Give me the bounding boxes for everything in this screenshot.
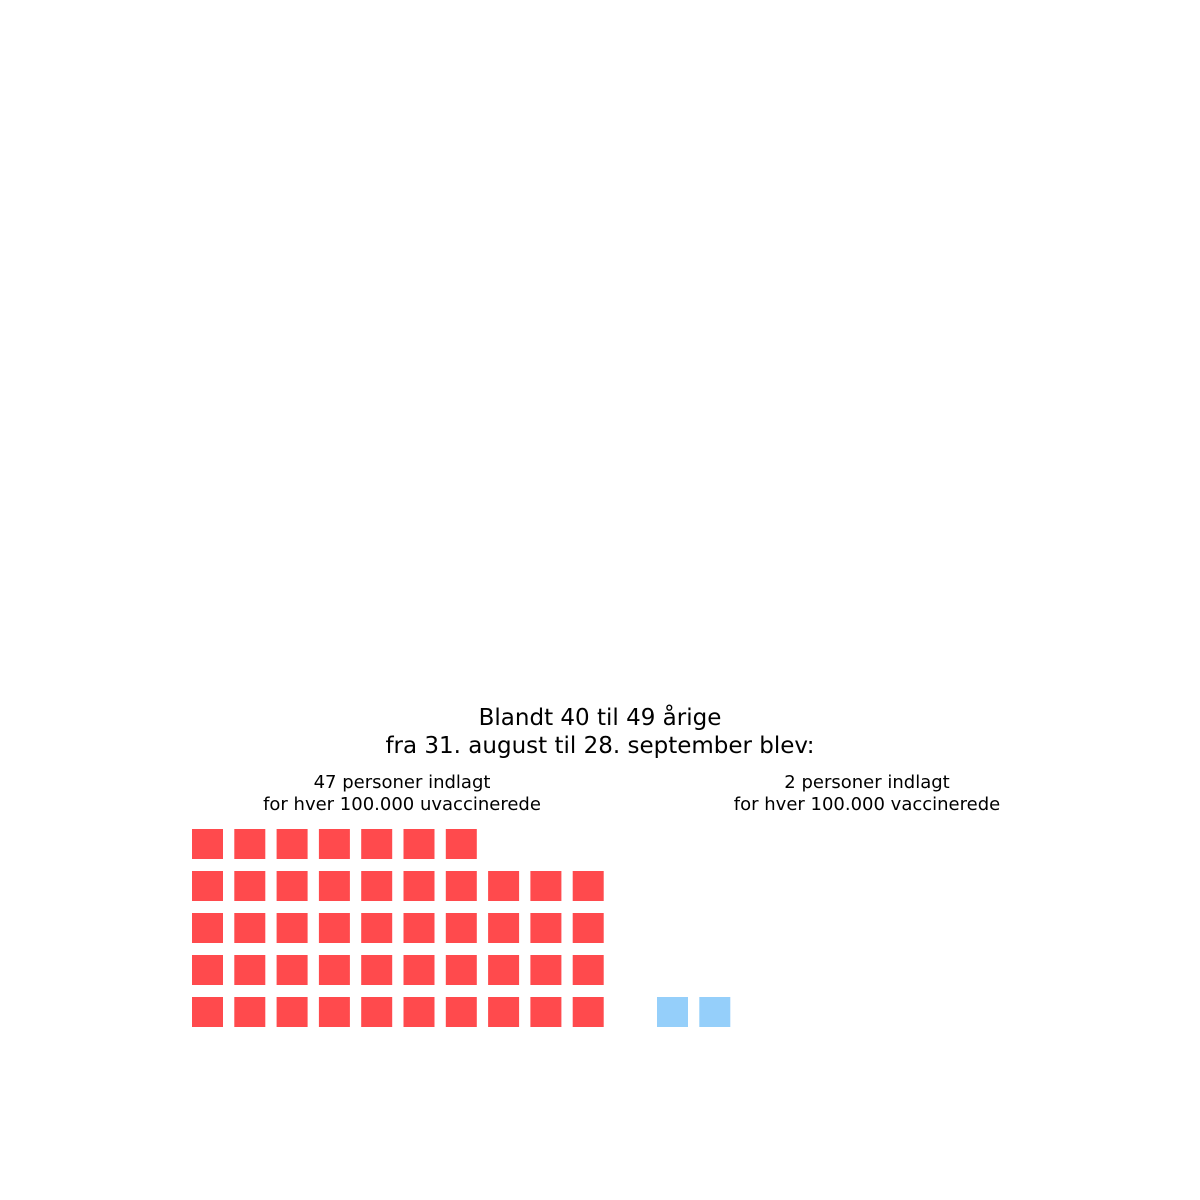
vaccinated-square — [699, 997, 731, 1027]
unvaccinated-square — [318, 871, 350, 901]
unvaccinated-square — [318, 913, 350, 943]
unvaccinated-square — [361, 913, 393, 943]
unvaccinated-square — [234, 955, 266, 985]
unvaccinated-square — [276, 871, 308, 901]
unvaccinated-square — [192, 829, 223, 859]
unvaccinated-square — [318, 997, 350, 1027]
unvaccinated-square — [530, 955, 562, 985]
unvaccinated-square — [445, 871, 477, 901]
chart-title-line-1: Blandt 40 til 49 årige — [478, 705, 722, 731]
unvaccinated-square — [488, 871, 520, 901]
unvaccinated-square — [572, 913, 604, 943]
chart-title-line-2: fra 31. august til 28. september blev: — [385, 733, 815, 759]
unvaccinated-square — [276, 997, 308, 1027]
unvaccinated-square — [403, 997, 435, 1027]
vaccinated-label-line-1: 2 personer indlagt — [784, 772, 950, 793]
unvaccinated-square — [361, 871, 393, 901]
unvaccinated-square — [530, 913, 562, 943]
unvaccinated-square — [403, 829, 435, 859]
unvaccinated-square — [445, 913, 477, 943]
unvaccinated-square — [276, 913, 308, 943]
unvaccinated-square — [488, 913, 520, 943]
unvaccinated-square — [192, 871, 223, 901]
unvaccinated-square — [403, 871, 435, 901]
unvaccinated-square — [318, 955, 350, 985]
vaccinated-label-line-2: for hver 100.000 vaccinerede — [733, 794, 1001, 815]
unvaccinated-square — [530, 871, 562, 901]
unvaccinated-square — [234, 913, 266, 943]
unvaccinated-label-line-1: 47 personer indlagt — [313, 772, 491, 793]
unvaccinated-square — [445, 829, 477, 859]
unvaccinated-square — [276, 955, 308, 985]
unvaccinated-square — [361, 955, 393, 985]
unvaccinated-square — [234, 829, 266, 859]
unvaccinated-square — [234, 871, 266, 901]
unvaccinated-square — [192, 955, 223, 985]
unvaccinated-square — [403, 955, 435, 985]
unvaccinated-square — [361, 829, 393, 859]
unvaccinated-square — [234, 997, 266, 1027]
unvaccinated-square — [488, 955, 520, 985]
unvaccinated-square — [276, 829, 308, 859]
unvaccinated-square — [445, 997, 477, 1027]
unvaccinated-square — [403, 913, 435, 943]
unvaccinated-square — [572, 871, 604, 901]
unvaccinated-label-line-2: for hver 100.000 uvaccinerede — [263, 794, 541, 815]
unvaccinated-square — [361, 997, 393, 1027]
unvaccinated-square — [530, 997, 562, 1027]
unvaccinated-square — [488, 997, 520, 1027]
unvaccinated-square — [572, 997, 604, 1027]
vaccinated-square — [657, 997, 688, 1027]
unvaccinated-square — [572, 955, 604, 985]
unvaccinated-square — [445, 955, 477, 985]
unvaccinated-square — [318, 829, 350, 859]
unvaccinated-square — [192, 997, 223, 1027]
unvaccinated-square — [192, 913, 223, 943]
